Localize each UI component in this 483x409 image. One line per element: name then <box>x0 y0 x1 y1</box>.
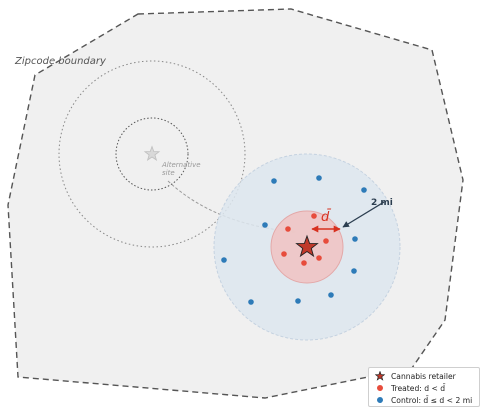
treated-point <box>316 255 322 261</box>
legend-control-dot-icon <box>377 397 383 403</box>
treated-point <box>281 251 287 257</box>
legend: Cannabis retailer Treated: d < d̄ Contro… <box>368 367 480 407</box>
alternative-site-star-icon <box>143 145 161 161</box>
treated-point <box>301 260 307 266</box>
control-point <box>361 187 367 193</box>
legend-star-icon <box>375 371 385 381</box>
control-point <box>295 298 301 304</box>
control-point <box>248 299 254 305</box>
two-mile-arrow <box>342 201 385 228</box>
legend-item-retailer: Cannabis retailer <box>373 370 479 382</box>
alternative-site-outer-ring <box>58 60 246 248</box>
control-point <box>316 175 322 181</box>
legend-item-control: Control: d̄ ≤ d < 2 mi <box>373 394 479 406</box>
control-point <box>221 257 227 263</box>
control-point <box>262 222 268 228</box>
d-bar-label: d̄ <box>321 210 332 225</box>
control-point <box>271 178 277 184</box>
treated-point <box>311 213 317 219</box>
legend-retailer-label: Cannabis retailer <box>391 371 456 381</box>
legend-item-treated: Treated: d < d̄ <box>373 382 479 394</box>
alternative-site-inner-ring <box>115 117 189 191</box>
legend-treated-dot-icon <box>377 385 383 391</box>
legend-treated-label: Treated: d < d̄ <box>391 383 446 393</box>
two-mile-label: 2 mi <box>371 198 393 208</box>
zipcode-boundary-label: Zipcode boundary <box>14 56 107 67</box>
legend-control-label: Control: d̄ ≤ d < 2 mi <box>391 395 473 405</box>
control-point <box>352 236 358 242</box>
treated-point <box>285 226 291 232</box>
cannabis-retailer-star-icon <box>295 234 319 258</box>
control-point <box>351 268 357 274</box>
treated-point <box>323 238 329 244</box>
alternative-site-label: Alternative site <box>161 161 203 177</box>
control-point <box>328 292 334 298</box>
